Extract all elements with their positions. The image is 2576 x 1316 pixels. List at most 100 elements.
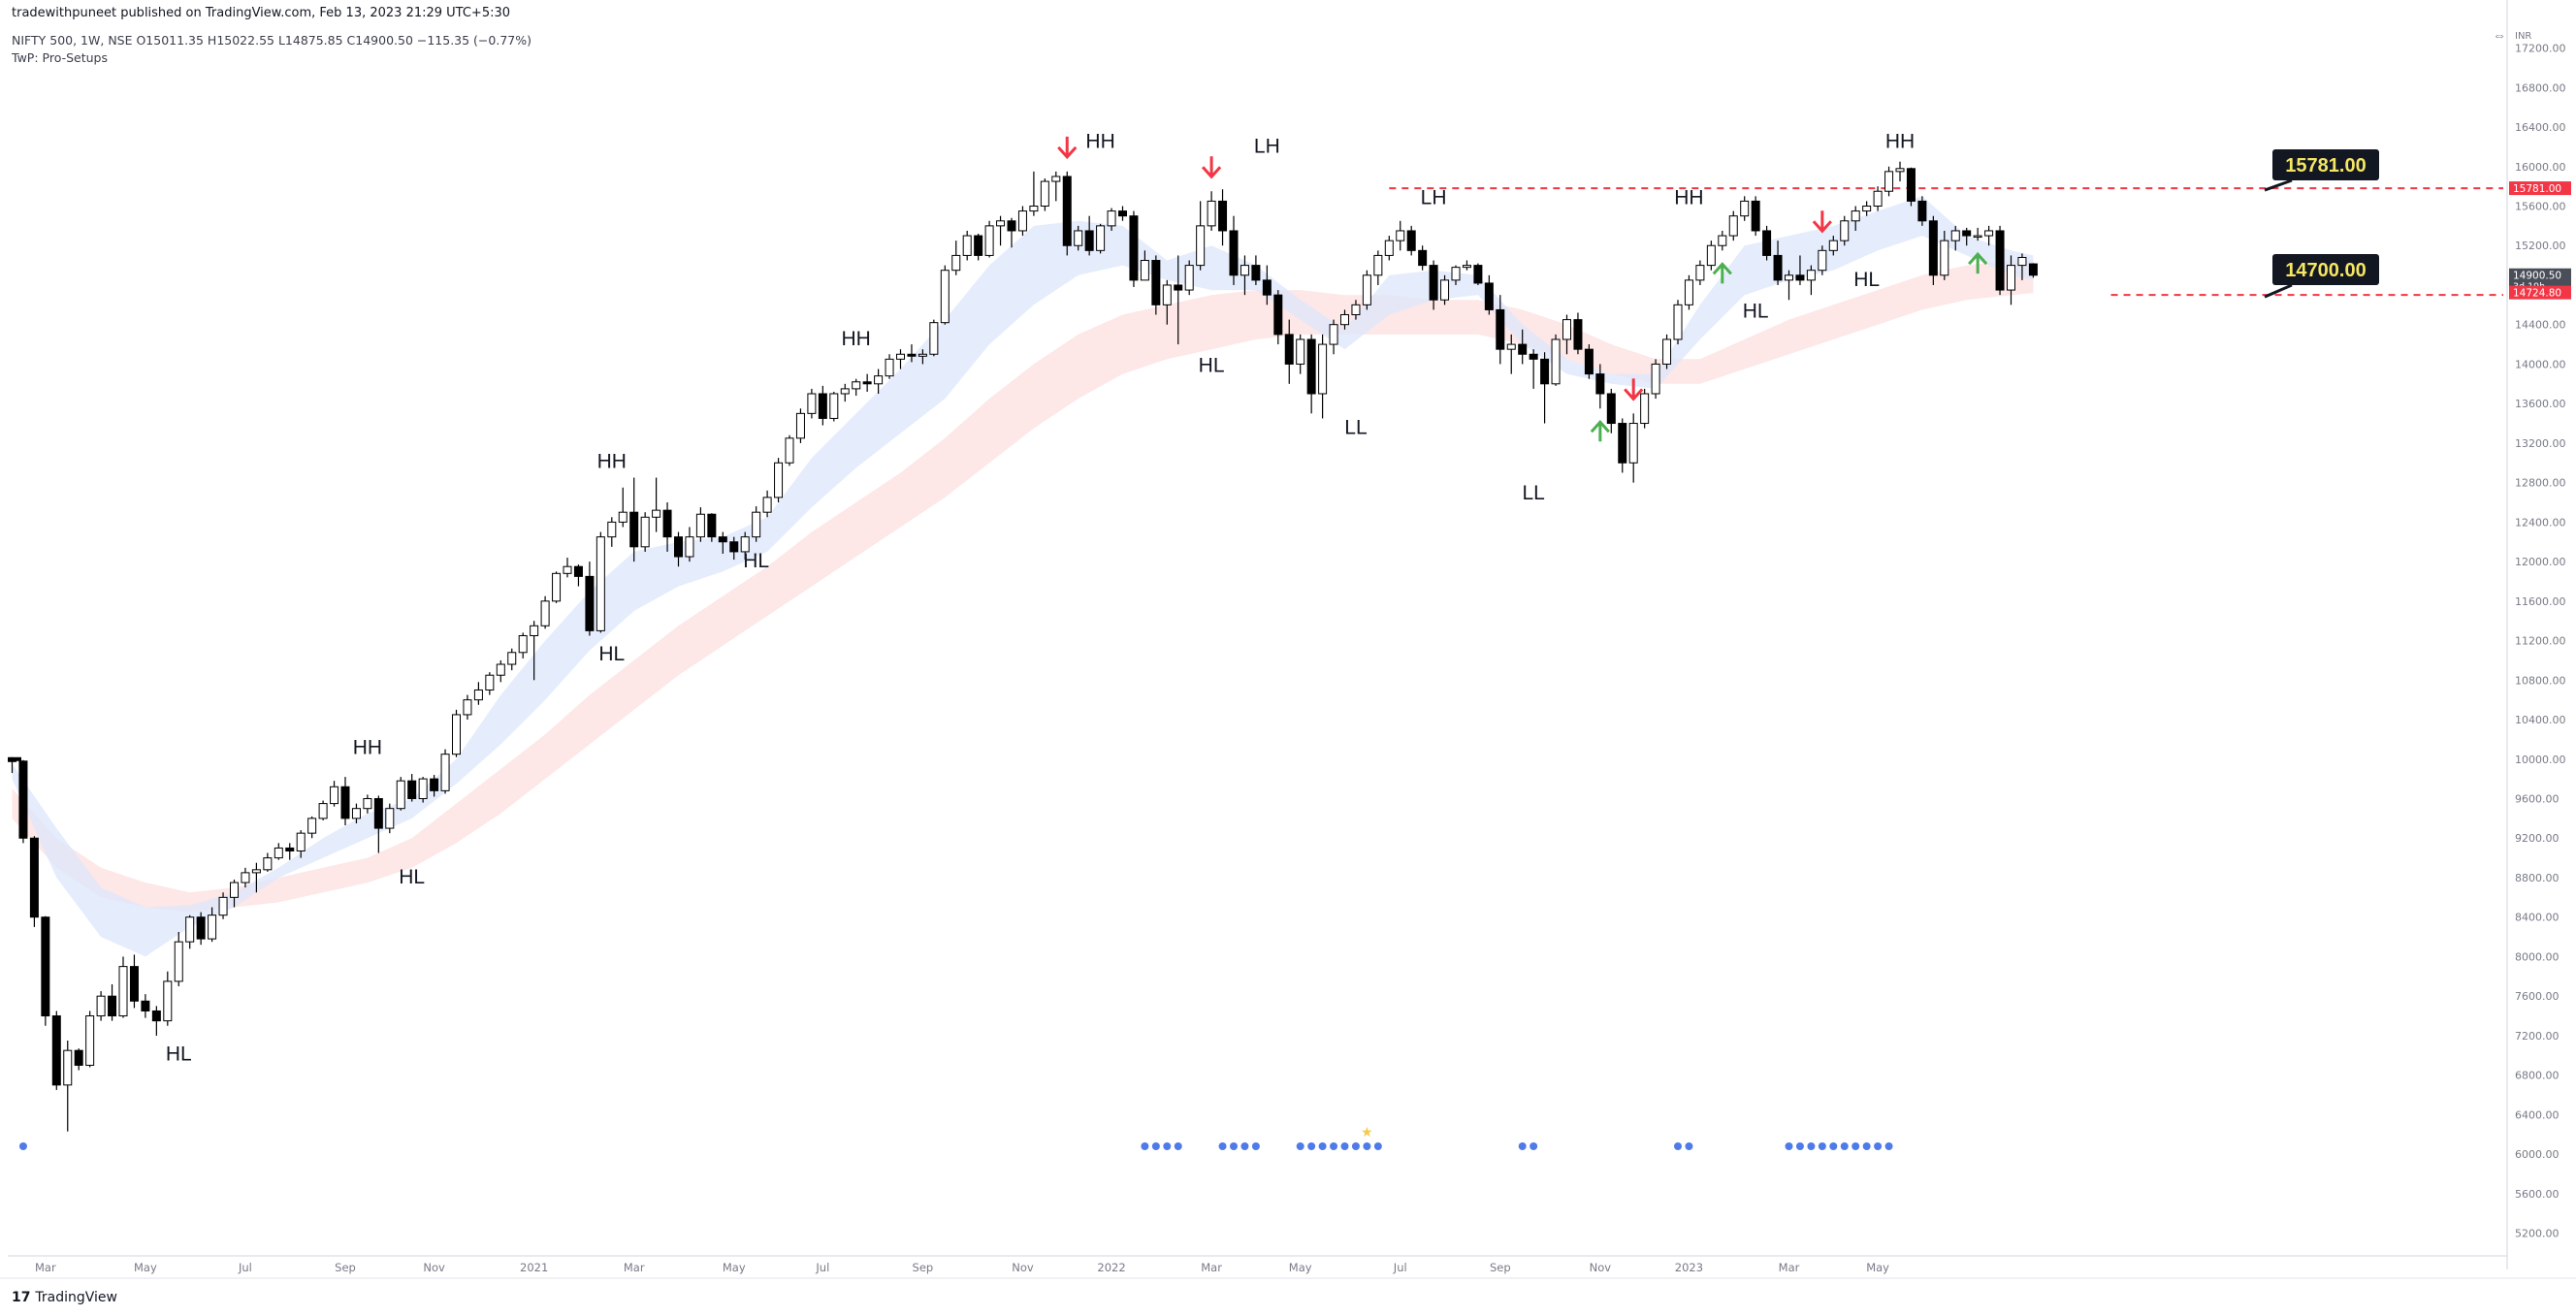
candle [662,502,672,552]
candle-body-down [41,916,50,1017]
price-axis[interactable]: 5200.00 5600.00 6000.00 6400.00 6800.00 7200.… [2509,43,2571,1240]
horizontal-levels[interactable]: 15781.00 14700.00 [1389,149,2503,299]
signal-dot [1363,1142,1371,1150]
candle [296,830,306,858]
candle [452,709,461,757]
candle [41,915,50,1026]
candle-body-up [1840,220,1850,241]
callout-pointer [2264,178,2293,192]
candle [1840,215,1850,246]
swing-label: HL [1199,355,1225,377]
candle-body-up [540,600,550,626]
signal-dot [1818,1142,1826,1150]
candle-body-up [118,966,128,1017]
candle [896,349,905,369]
candle [1329,319,1338,355]
price-tick-label: 10000.00 [2515,754,2566,766]
candle [1406,225,1416,256]
candle-body-up [563,565,572,574]
candle-body-up [1818,249,1827,272]
candle [585,562,595,636]
candle-body-down [1496,308,1505,350]
price-tick-label: 14400.00 [2515,319,2566,332]
candle-body-down [1406,230,1416,251]
swing-label: HL [1853,269,1880,291]
candle [507,648,517,671]
time-axis[interactable]: Mar May Jul Sep Nov 2021 Mar May Jul Sep Nov 2022 Ma… [35,1261,1889,1274]
candle-body-up [874,375,884,385]
candle [307,816,317,839]
candle [1007,217,1016,248]
tradingview-brand[interactable]: 𝟭𝟳 TradingView [12,1290,117,1305]
candle [430,775,439,797]
candle-body-down [1962,230,1972,237]
callout-value: 14700.00 [2285,260,2366,281]
candle [818,385,827,426]
candle [163,971,173,1026]
candle-body-down [1606,393,1616,425]
time-tick-label: Sep [913,1261,934,1274]
candle-body-up [1451,267,1461,281]
candle [63,1041,73,1132]
candle-body-up [1695,265,1705,281]
candle [208,907,217,943]
candle-body-up [2007,265,2015,291]
candle-body-down [151,1010,161,1022]
candle [1096,223,1106,254]
signal-dot [1530,1142,1538,1150]
price-tick-label: 7200.00 [2515,1030,2560,1043]
candle [285,843,295,860]
candle-body-up [2017,256,2027,267]
candle [29,836,39,927]
candle [2028,263,2038,278]
candle-body-up [1340,314,1349,326]
swing-label: LH [1421,186,1447,209]
signal-dot [1296,1142,1304,1150]
candle-body-up [1351,304,1361,316]
candle [1562,314,1571,355]
candle [1062,171,1072,256]
candle [1084,215,1094,256]
candle-body-up [685,536,694,558]
candle [1706,241,1716,271]
candle-body-up [1706,244,1716,267]
price-tick-label: 13600.00 [2515,398,2566,410]
candle-body-down [1429,265,1438,301]
signal-dot [1674,1142,1682,1150]
swing-label: HH [597,450,627,472]
candle-body-down [1174,284,1183,291]
candle [51,1011,61,1090]
time-tick-label: May [1289,1261,1312,1274]
candle-body-up [885,358,894,377]
candle [652,477,661,532]
candle-body-up [1851,210,1860,222]
symbol-ohlc-line[interactable]: NIFTY 500, 1W, NSE O15011.35 H15022.55 L… [12,33,531,48]
candle-body-down [1151,260,1161,305]
price-tick-label: 5200.00 [2515,1228,2560,1240]
candle [1251,255,1261,285]
candle [363,794,372,814]
candle-body-up [552,572,562,602]
indicator-name[interactable]: TwP: Pro-Setups [12,50,108,65]
chart-settings-icon[interactable]: ⇔ [2493,27,2506,43]
candle-body-up [1384,240,1394,256]
candle-body-up [1362,274,1371,305]
candle [1873,186,1883,211]
signal-dot [1373,1142,1382,1150]
candle-body-up [418,778,428,800]
candle-body-up [1873,190,1883,208]
candle [552,571,562,603]
candle-body-down [662,509,672,538]
candle [1506,334,1516,374]
price-tick-label: 6800.00 [2515,1070,2560,1082]
price-tick-label: 14000.00 [2515,358,2566,370]
candle-body-up [452,714,461,755]
candle [1584,344,1594,379]
candle-body-up [330,786,339,805]
candle-body-up [1051,176,1061,182]
signal-dot [1840,1142,1849,1150]
candle [330,781,339,807]
candle-body-up [795,412,805,439]
candle-body-down [1118,210,1127,217]
